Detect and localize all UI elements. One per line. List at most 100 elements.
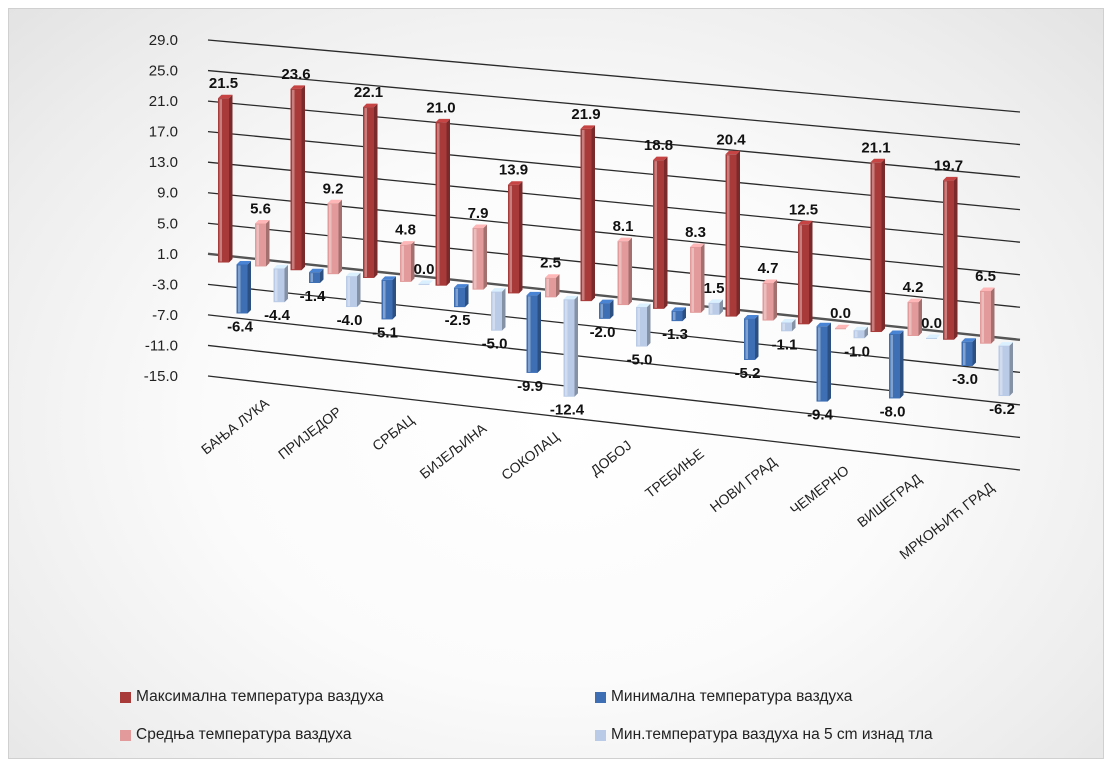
min-bar-highlight — [745, 319, 748, 359]
mean-bar-front — [980, 290, 991, 344]
min-bar-highlight — [310, 273, 313, 282]
mean-bar — [400, 241, 415, 282]
legend-swatch — [120, 691, 131, 703]
mean-bar-highlight — [329, 204, 332, 274]
min5cm-bar-front — [273, 268, 285, 303]
min-bar-highlight — [963, 342, 966, 366]
min5cm-bar-front — [491, 291, 502, 331]
min5cm-bar-top — [273, 264, 288, 269]
mean-bar-side — [266, 220, 270, 267]
max-value-label: 23.6 — [281, 66, 310, 83]
min5cm-bar-top — [998, 342, 1013, 346]
min-bar-top — [599, 299, 614, 304]
mean-bar-side — [773, 279, 777, 321]
min-bar — [381, 276, 396, 320]
min5cm-bar — [853, 326, 868, 339]
min-value-label: -2.5 — [445, 312, 471, 329]
mean-bar-side — [338, 199, 342, 275]
max-bar-top — [943, 176, 958, 181]
max-bar-side — [446, 118, 450, 286]
min-value-label: -9.9 — [517, 378, 543, 395]
min-bar-side — [392, 276, 396, 320]
y-tick-label: -3.0 — [152, 276, 178, 293]
max-bar-front — [725, 154, 737, 317]
min-bar-front — [454, 287, 465, 308]
max-bar — [653, 156, 668, 309]
max-value-label: 18.8 — [644, 137, 673, 154]
min5cm-bar-side — [1009, 342, 1013, 397]
min-bar-highlight — [818, 327, 821, 401]
min5cm-bar-front — [998, 345, 1010, 397]
mean-bar-top — [980, 287, 995, 291]
min-bar — [671, 307, 686, 322]
mean-value-label: 0.0 — [830, 305, 851, 322]
min5cm-bar-front — [853, 330, 865, 339]
min-bar-front — [816, 326, 828, 402]
min-bar-front — [961, 341, 973, 367]
mean-bar — [907, 298, 922, 336]
mean-bar-side — [411, 241, 415, 282]
y-tick-label: 9.0 — [157, 185, 178, 202]
mean-bar — [255, 220, 270, 267]
max-value-label: 21.1 — [861, 139, 890, 156]
min5cm-bar-highlight — [275, 269, 278, 302]
min-value-label: -9.4 — [807, 407, 834, 424]
min5cm-bar-highlight — [1000, 346, 1003, 396]
chart-legend: Максимална температура ваздуха Минимална … — [120, 680, 1100, 760]
mean-bar-highlight — [691, 247, 694, 312]
gridline — [207, 100, 1021, 178]
min-bar-side — [827, 322, 831, 402]
min-value-label: -2.0 — [590, 324, 616, 341]
max-value-label: 21.9 — [571, 106, 600, 123]
min-value-label: -1.4 — [300, 288, 327, 305]
min5cm-bar-highlight — [492, 292, 495, 330]
legend-label: Мин.температура ваздуха на 5 cm изнад тл… — [611, 726, 933, 743]
max-bar-front — [508, 184, 519, 294]
gridline — [207, 283, 1021, 374]
min5cm-bar-highlight — [565, 300, 568, 396]
max-bar-front — [580, 128, 592, 302]
min5cm-value-label: 1.5 — [704, 280, 725, 297]
legend-label: Средња температура ваздуха — [136, 726, 352, 743]
min5cm-bar-side — [357, 272, 361, 308]
max-value-label: 19.7 — [934, 157, 963, 174]
min-bar-front — [526, 295, 538, 373]
mean-bar-side — [628, 237, 632, 306]
min5cm-bar-side — [284, 264, 288, 303]
min-bar-front — [381, 279, 393, 320]
min5cm-bar-front — [418, 283, 430, 285]
mean-bar-side — [556, 274, 560, 298]
min-bar-top — [381, 276, 396, 280]
min5cm-bar-top — [926, 334, 941, 338]
min5cm-value-label: -5.0 — [627, 352, 653, 369]
mean-bar-front — [327, 203, 339, 275]
mean-bar-top — [835, 324, 850, 329]
min5cm-bar-front — [346, 276, 357, 308]
min-bar-highlight — [600, 304, 603, 318]
min-bar-front — [671, 310, 683, 322]
min-bar-highlight — [455, 288, 458, 307]
mean-bar-side — [483, 224, 487, 290]
mean-bar-top — [617, 237, 632, 242]
category-label: ВИШЕГРАД — [854, 470, 925, 530]
min-bar — [889, 330, 904, 399]
gridline — [207, 39, 1021, 113]
mean-bar-top — [545, 274, 560, 278]
min-bar-side — [247, 260, 251, 314]
max-bar-top — [725, 150, 740, 155]
mean-bar-front — [617, 241, 629, 306]
min5cm-bar — [636, 303, 651, 347]
min5cm-bar-highlight — [710, 303, 713, 314]
mean-bar — [327, 199, 342, 275]
y-tick-label: 25.0 — [149, 63, 178, 80]
bars — [218, 85, 1013, 402]
max-bar-top — [653, 156, 668, 161]
mean-value-label: 4.8 — [395, 222, 416, 239]
category-label: ПРИЈЕДОР — [275, 403, 344, 462]
max-value-label: 12.5 — [789, 201, 818, 218]
category-label: ТРЕБИЊЕ — [642, 445, 707, 501]
min-value-label: -6.4 — [227, 318, 254, 335]
min5cm-bar — [563, 295, 578, 397]
mean-bar — [835, 324, 850, 330]
